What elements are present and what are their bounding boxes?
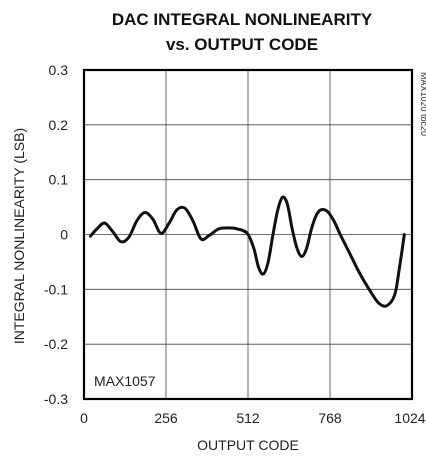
plot-frame <box>82 68 414 401</box>
y-tick-label: -0.2 <box>44 336 68 352</box>
chart-title-line-1: DAC INTEGRAL NONLINEARITY <box>112 10 373 29</box>
y-tick-label: 0.3 <box>49 62 69 78</box>
tick-labels: 0 256 512 768 1024 0.3 0.2 0.1 0 -0.1 -0.2 -0.3 <box>44 62 426 426</box>
y-tick-label: 0.1 <box>49 172 69 188</box>
y-tick-label: 0.2 <box>49 117 69 133</box>
x-axis-label: OUTPUT CODE <box>197 437 299 453</box>
y-tick-label: 0 <box>60 227 68 243</box>
y-axis-label: INTEGRAL NONLINEARITY (LSB) <box>11 128 27 344</box>
y-tick-label: -0.3 <box>44 391 68 407</box>
series-line <box>88 195 406 308</box>
chart-title-line-2: vs. OUTPUT CODE <box>166 35 318 54</box>
x-tick-label: 0 <box>80 410 88 426</box>
figure-id-label: MAX1020 toc20 <box>419 72 426 136</box>
part-number-label: MAX1057 <box>94 373 156 389</box>
y-tick-label: -0.1 <box>44 281 68 297</box>
x-tick-label: 1024 <box>394 410 425 426</box>
x-tick-label: 768 <box>318 410 342 426</box>
x-tick-label: 512 <box>236 410 260 426</box>
x-tick-label: 256 <box>154 410 178 426</box>
